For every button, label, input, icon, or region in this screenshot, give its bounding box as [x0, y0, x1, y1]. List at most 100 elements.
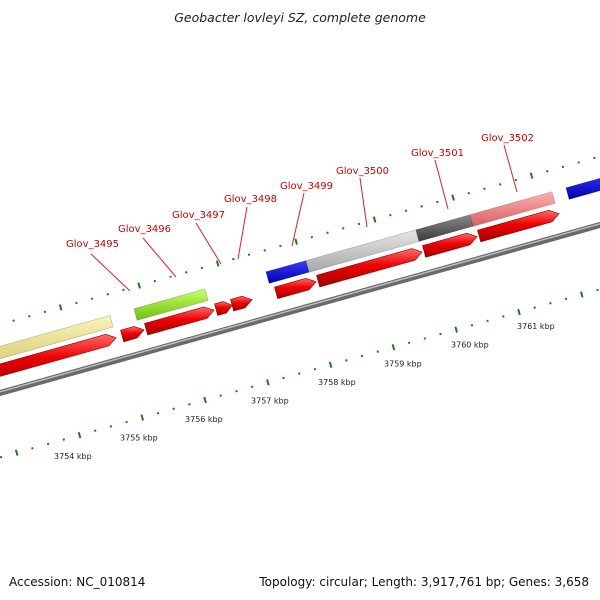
- upper-tick: [153, 279, 157, 283]
- backbone-line: [0, 221, 600, 397]
- scale-label: 3757 kbp: [251, 397, 289, 406]
- upper-tick: [577, 161, 580, 164]
- lower-tick: [502, 315, 505, 318]
- lower-tick: [250, 385, 254, 389]
- upper-tick: [467, 191, 471, 195]
- upper-tick: [483, 187, 486, 191]
- upper-tick: [232, 257, 235, 261]
- lower-tick: [46, 442, 50, 446]
- lower-tick: [580, 291, 584, 298]
- lower-tick: [470, 324, 474, 327]
- lower-tick: [125, 420, 128, 424]
- lower-tick: [93, 429, 97, 432]
- upper-tick: [215, 260, 220, 267]
- gene-leader-line: [142, 237, 177, 278]
- scale-label: 3760 kbp: [451, 341, 489, 350]
- backbone-highlight: [0, 223, 600, 393]
- upper-tick: [12, 319, 15, 322]
- lower-tick: [282, 376, 285, 380]
- upper-tick: [451, 194, 455, 201]
- upper-tick: [326, 231, 329, 234]
- upper-tick: [169, 275, 172, 278]
- lower-tick: [564, 297, 568, 301]
- lower-tick: [203, 396, 207, 404]
- upper-tick: [498, 183, 502, 186]
- cds-arrow: [274, 277, 317, 299]
- lower-tick: [328, 361, 333, 368]
- gene-label: Glov_3497: [172, 210, 225, 221]
- gene-label: Glov_3502: [481, 133, 534, 144]
- scale-label: 3761 kbp: [517, 322, 555, 331]
- map-title: Geobacter lovleyi SZ, complete genome: [174, 10, 426, 25]
- lower-tick: [14, 449, 19, 456]
- scale-label: 3756 kbp: [185, 415, 223, 424]
- lower-tick: [156, 411, 160, 415]
- scale-label: 3759 kbp: [384, 359, 422, 368]
- upper-tick: [372, 216, 377, 223]
- upper-tick: [420, 205, 423, 208]
- gene-label: Glov_3496: [118, 224, 171, 235]
- upper-tick: [279, 244, 282, 248]
- lower-tick: [345, 359, 348, 362]
- gene-label: Glov_3501: [411, 148, 464, 159]
- gene-label: Glov_3495: [66, 239, 119, 250]
- gene-leader-line: [90, 253, 131, 292]
- upper-tick: [514, 178, 518, 182]
- upper-tick: [247, 253, 251, 256]
- cds-arrow: [214, 301, 233, 316]
- lower-tick: [140, 414, 145, 421]
- feature-pink: [469, 191, 556, 227]
- gene-leader-line: [503, 144, 518, 193]
- scale-label: 3758 kbp: [318, 378, 356, 387]
- scale-label: 3755 kbp: [120, 433, 158, 442]
- upper-tick: [546, 169, 549, 173]
- feature-green: [133, 288, 209, 321]
- lower-tick: [235, 389, 238, 393]
- lower-tick: [62, 438, 66, 441]
- lower-tick: [77, 431, 82, 439]
- upper-tick: [137, 282, 141, 289]
- upper-tick: [389, 213, 392, 217]
- gene-leader-line: [237, 206, 248, 260]
- lower-tick: [517, 308, 521, 316]
- feature-khaki: [0, 315, 114, 360]
- upper-tick: [404, 209, 408, 213]
- lower-tick: [188, 403, 191, 406]
- gene-label: Glov_3498: [224, 194, 277, 205]
- cds-arrow: [120, 326, 145, 343]
- lower-tick: [219, 394, 223, 397]
- gene-leader-line: [359, 177, 368, 228]
- lower-tick: [172, 407, 175, 410]
- cds-arrow: [230, 295, 253, 312]
- upper-tick: [593, 156, 596, 160]
- gene-leader-line: [434, 159, 449, 210]
- upper-tick: [75, 301, 78, 305]
- lower-tick: [313, 367, 317, 371]
- lower-tick: [533, 306, 536, 309]
- lower-tick: [109, 425, 113, 428]
- upper-tick: [263, 249, 266, 252]
- lower-tick: [31, 447, 34, 450]
- lower-tick: [266, 379, 270, 386]
- feature-blue-edge: [565, 177, 600, 200]
- upper-tick: [90, 297, 94, 300]
- upper-tick: [200, 266, 204, 270]
- upper-tick: [106, 293, 110, 296]
- gene-leader-line: [195, 222, 222, 265]
- cds-arrow: [422, 232, 478, 258]
- upper-tick: [436, 200, 439, 204]
- scale-label: 3754 kbp: [54, 452, 92, 461]
- cds-arrow: [144, 306, 215, 336]
- lower-tick: [298, 372, 301, 375]
- gene-label: Glov_3500: [336, 166, 389, 177]
- gene-label: Glov_3499: [280, 181, 333, 192]
- genome-summary-text: Topology: circular; Length: 3,917,761 bp…: [259, 575, 589, 589]
- lower-tick: [376, 350, 379, 353]
- cds-arrow: [0, 333, 117, 377]
- upper-tick: [122, 288, 125, 292]
- lower-tick: [391, 344, 396, 351]
- lower-tick: [549, 302, 552, 305]
- upper-tick: [529, 172, 534, 179]
- gene-leader-line: [291, 192, 305, 247]
